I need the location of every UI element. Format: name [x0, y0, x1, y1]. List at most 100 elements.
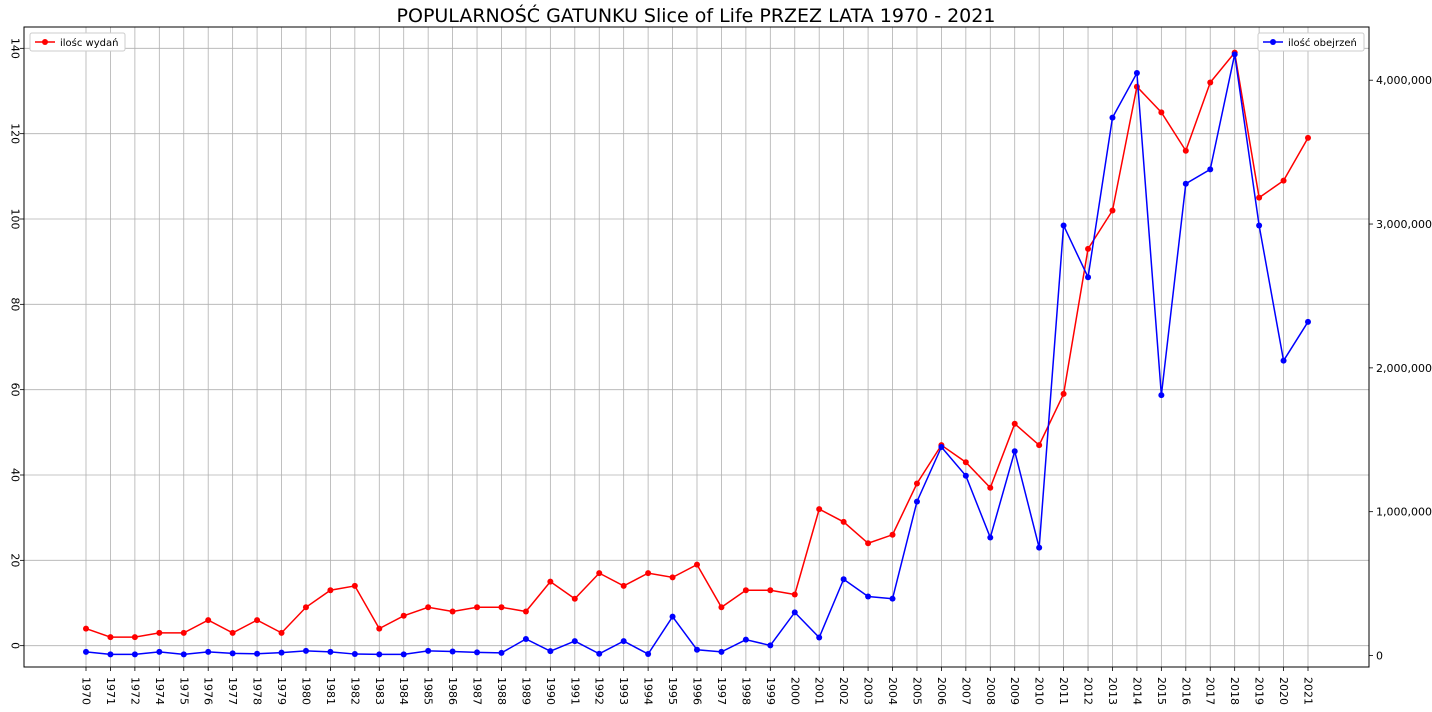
data-point-0: [156, 629, 163, 636]
x-tick-label: 1972: [128, 677, 141, 705]
data-point-1: [1036, 544, 1043, 551]
data-point-0: [571, 595, 578, 602]
x-tick-label: 1999: [764, 677, 777, 705]
data-point-0: [547, 578, 554, 585]
y-right-tick-label: 3,000,000: [1376, 218, 1432, 231]
data-point-1: [107, 651, 114, 658]
data-point-1: [205, 648, 212, 655]
data-point-1: [596, 650, 603, 657]
x-tick-label: 1982: [348, 677, 361, 705]
data-point-0: [400, 612, 407, 619]
x-tick-label: 1990: [544, 677, 557, 705]
x-tick-label: 2011: [1057, 677, 1070, 705]
data-point-0: [1256, 194, 1263, 201]
y-right-tick-label: 2,000,000: [1376, 362, 1432, 375]
data-point-1: [327, 648, 334, 655]
data-point-1: [400, 651, 407, 658]
data-point-1: [1207, 166, 1214, 173]
data-point-1: [180, 651, 187, 658]
x-tick-label: 1986: [446, 677, 459, 705]
x-tick-label: 1975: [177, 677, 190, 705]
x-tick-label: 2002: [837, 677, 850, 705]
data-point-1: [278, 649, 285, 656]
x-tick-label: 2007: [959, 677, 972, 705]
x-tick-label: 2000: [788, 677, 801, 705]
data-point-1: [718, 648, 725, 655]
data-point-0: [1036, 442, 1043, 449]
data-point-0: [425, 604, 432, 611]
series-layer: [83, 49, 1311, 658]
x-tick-label: 1991: [568, 677, 581, 705]
data-point-0: [620, 582, 627, 589]
data-point-0: [1060, 390, 1067, 397]
data-point-1: [816, 634, 823, 641]
data-point-1: [865, 593, 872, 600]
y-left-tick-label: 100: [9, 209, 22, 230]
data-point-0: [327, 587, 334, 594]
data-point-0: [302, 604, 309, 611]
x-tick-label: 2020: [1277, 677, 1290, 705]
data-point-1: [938, 443, 945, 450]
data-point-0: [694, 561, 700, 568]
data-point-1: [547, 648, 554, 655]
data-point-0: [767, 587, 774, 594]
x-tick-label: 1970: [80, 677, 93, 705]
x-tick-label: 1979: [275, 677, 288, 705]
data-point-1: [1280, 357, 1287, 364]
data-point-1: [254, 650, 261, 657]
data-point-1: [1060, 222, 1067, 229]
y-left-tick-label: 120: [9, 123, 22, 144]
x-tick-label: 2017: [1204, 677, 1217, 705]
data-point-1: [1256, 222, 1263, 229]
data-point-0: [1280, 177, 1287, 184]
data-point-1: [791, 609, 798, 616]
data-point-1: [425, 647, 432, 654]
chart-title: POPULARNOŚĆ GATUNKU Slice of Life PRZEZ …: [397, 3, 996, 27]
legend-right: ilość obejrzeń: [1257, 32, 1365, 52]
grid: [24, 27, 1369, 667]
data-point-0: [669, 574, 676, 581]
data-point-0: [1305, 134, 1311, 141]
data-point-1: [229, 650, 236, 657]
y-right-tick-label: 1,000,000: [1376, 506, 1432, 519]
data-point-0: [351, 582, 358, 589]
data-point-0: [865, 540, 872, 547]
x-tick-label: 2018: [1228, 677, 1241, 705]
data-point-1: [1182, 180, 1189, 187]
data-point-1: [1109, 114, 1116, 121]
x-tick-label: 1998: [739, 677, 752, 705]
data-point-0: [913, 480, 920, 487]
y-left-tick-label: 40: [9, 468, 22, 482]
data-point-1: [474, 649, 481, 656]
data-point-1: [742, 636, 749, 643]
data-point-0: [522, 608, 529, 615]
y-left-tick-label: 0: [9, 642, 22, 649]
data-point-0: [1133, 83, 1140, 90]
data-point-1: [302, 647, 309, 654]
data-point-1: [1133, 70, 1140, 77]
data-point-0: [229, 629, 236, 636]
data-point-0: [645, 570, 652, 577]
data-point-1: [620, 638, 627, 645]
data-point-1: [889, 595, 896, 602]
data-point-1: [645, 651, 652, 658]
data-point-1: [131, 651, 138, 658]
data-point-1: [498, 649, 505, 656]
data-point-0: [498, 604, 505, 611]
x-tick-label: 1993: [617, 677, 630, 705]
data-point-0: [83, 625, 89, 632]
data-point-1: [522, 635, 529, 642]
data-point-0: [131, 634, 138, 641]
x-tick-label: 1988: [495, 677, 508, 705]
legend-left-box: [29, 32, 126, 52]
x-tick-label: 1974: [153, 677, 166, 705]
data-point-0: [1085, 245, 1092, 252]
data-point-0: [107, 634, 114, 641]
data-point-0: [376, 625, 383, 632]
legend-left-marker: [42, 39, 48, 45]
x-tick-label: 2016: [1179, 677, 1192, 705]
x-tick-label: 1983: [373, 677, 386, 705]
legend-right-marker: [1270, 39, 1276, 45]
data-point-1: [449, 648, 456, 655]
x-tick-label: 2006: [935, 677, 948, 705]
